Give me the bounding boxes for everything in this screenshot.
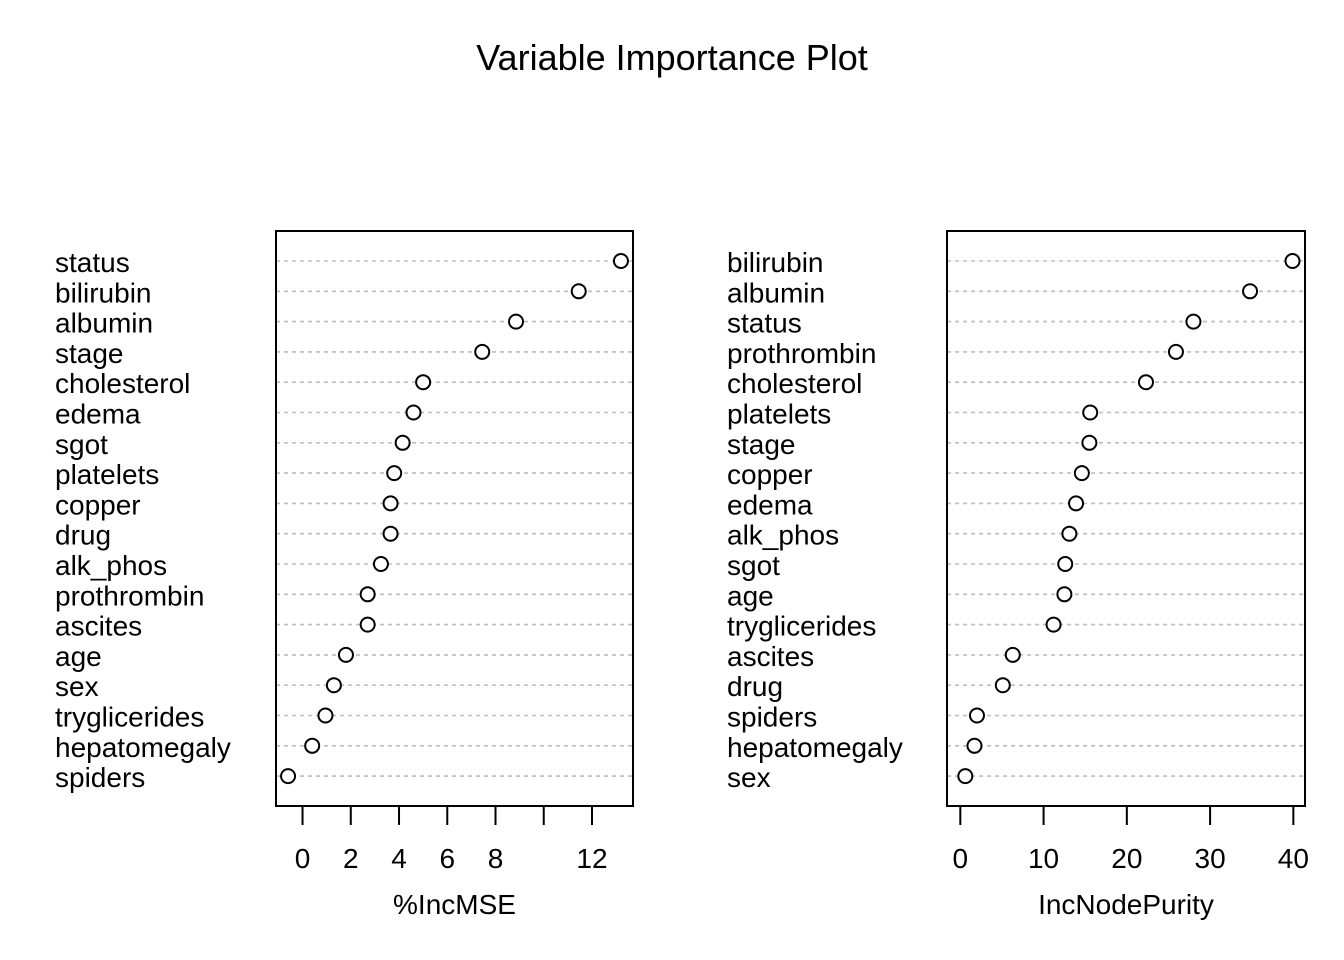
data-point	[1073, 465, 1090, 482]
variable-label: copper	[727, 459, 813, 490]
x-tick-label: 30	[1195, 843, 1226, 874]
data-point	[1137, 374, 1154, 391]
data-point	[415, 374, 432, 391]
variable-label: alk_phos	[55, 550, 167, 581]
x-tick-label: 6	[439, 843, 455, 874]
data-point	[382, 495, 399, 512]
data-point	[1185, 313, 1202, 330]
variable-label: prothrombin	[55, 580, 204, 611]
variable-label: bilirubin	[727, 247, 824, 278]
x-tick-label: 4	[391, 843, 407, 874]
variable-label: hepatomegaly	[727, 732, 903, 763]
variable-label: cholesterol	[55, 368, 190, 399]
x-tick-label: 0	[295, 843, 311, 874]
variable-label: age	[727, 580, 774, 611]
variable-label: ascites	[55, 611, 142, 642]
x-tick-label: 8	[488, 843, 504, 874]
data-point	[325, 677, 342, 694]
data-point	[508, 313, 525, 330]
variable-label: hepatomegaly	[55, 732, 231, 763]
variable-label: prothrombin	[727, 338, 876, 369]
variable-label: alk_phos	[727, 520, 839, 551]
data-point	[1081, 434, 1098, 451]
variable-label: sex	[727, 762, 771, 793]
variable-label: status	[727, 308, 802, 339]
data-point	[405, 404, 422, 421]
variable-label: cholesterol	[727, 368, 862, 399]
data-point	[968, 707, 985, 724]
data-point	[570, 283, 587, 300]
data-point	[1284, 253, 1301, 269]
x-tick-label: 40	[1278, 843, 1309, 874]
data-point	[382, 525, 399, 542]
variable-label: edema	[55, 399, 141, 430]
x-tick-label: 10	[1028, 843, 1059, 874]
variable-label: drug	[55, 520, 111, 551]
chart-title: Variable Importance Plot	[476, 37, 868, 78]
variable-label: sex	[55, 671, 99, 702]
data-point	[359, 586, 376, 603]
variable-label: copper	[55, 489, 141, 520]
variable-label: tryglicerides	[55, 702, 204, 733]
variable-label: albumin	[727, 277, 825, 308]
data-point	[394, 434, 411, 451]
variable-label: spiders	[727, 702, 817, 733]
variable-label: status	[55, 247, 130, 278]
data-point	[304, 737, 321, 754]
x-tick-label: 20	[1111, 843, 1142, 874]
data-point	[280, 768, 297, 785]
variable-label: platelets	[727, 399, 831, 430]
data-point	[966, 737, 983, 754]
x-axis-label: %IncMSE	[393, 889, 516, 920]
data-point	[1242, 283, 1259, 300]
data-point	[1004, 646, 1021, 663]
plot-frame	[946, 230, 1306, 807]
variable-label: sgot	[727, 550, 780, 581]
data-point	[386, 465, 403, 482]
data-point	[1061, 525, 1078, 542]
data-point	[957, 768, 974, 785]
data-point	[1045, 616, 1062, 633]
data-point	[474, 343, 491, 360]
variable-label: spiders	[55, 762, 145, 793]
variable-label: tryglicerides	[727, 611, 876, 642]
data-point	[359, 616, 376, 633]
variable-label: albumin	[55, 308, 153, 339]
data-point	[1056, 586, 1073, 603]
x-tick-label: 12	[576, 843, 607, 874]
data-point	[337, 646, 354, 663]
x-axis-label: IncNodePurity	[1038, 889, 1214, 920]
data-point	[1082, 404, 1099, 421]
variable-label: stage	[55, 338, 124, 369]
variable-label: age	[55, 641, 102, 672]
variable-label: drug	[727, 671, 783, 702]
variable-label: edema	[727, 489, 813, 520]
data-point	[1057, 556, 1074, 572]
variable-label: platelets	[55, 459, 159, 490]
data-point	[317, 707, 334, 724]
x-tick-label: 2	[343, 843, 359, 874]
variable-label: bilirubin	[55, 277, 152, 308]
variable-label: stage	[727, 429, 796, 460]
data-point	[1068, 495, 1085, 512]
incnodepurity-panel: bilirubinalbuminstatusprothrombincholest…	[727, 230, 1309, 920]
variable-label: sgot	[55, 429, 108, 460]
data-point	[1167, 343, 1184, 360]
variable-label: ascites	[727, 641, 814, 672]
data-point	[994, 677, 1011, 694]
data-point	[372, 556, 389, 572]
incmse-panel: statusbilirubinalbuminstagecholesteroled…	[55, 230, 634, 920]
data-point	[612, 253, 629, 269]
x-tick-label: 0	[953, 843, 969, 874]
